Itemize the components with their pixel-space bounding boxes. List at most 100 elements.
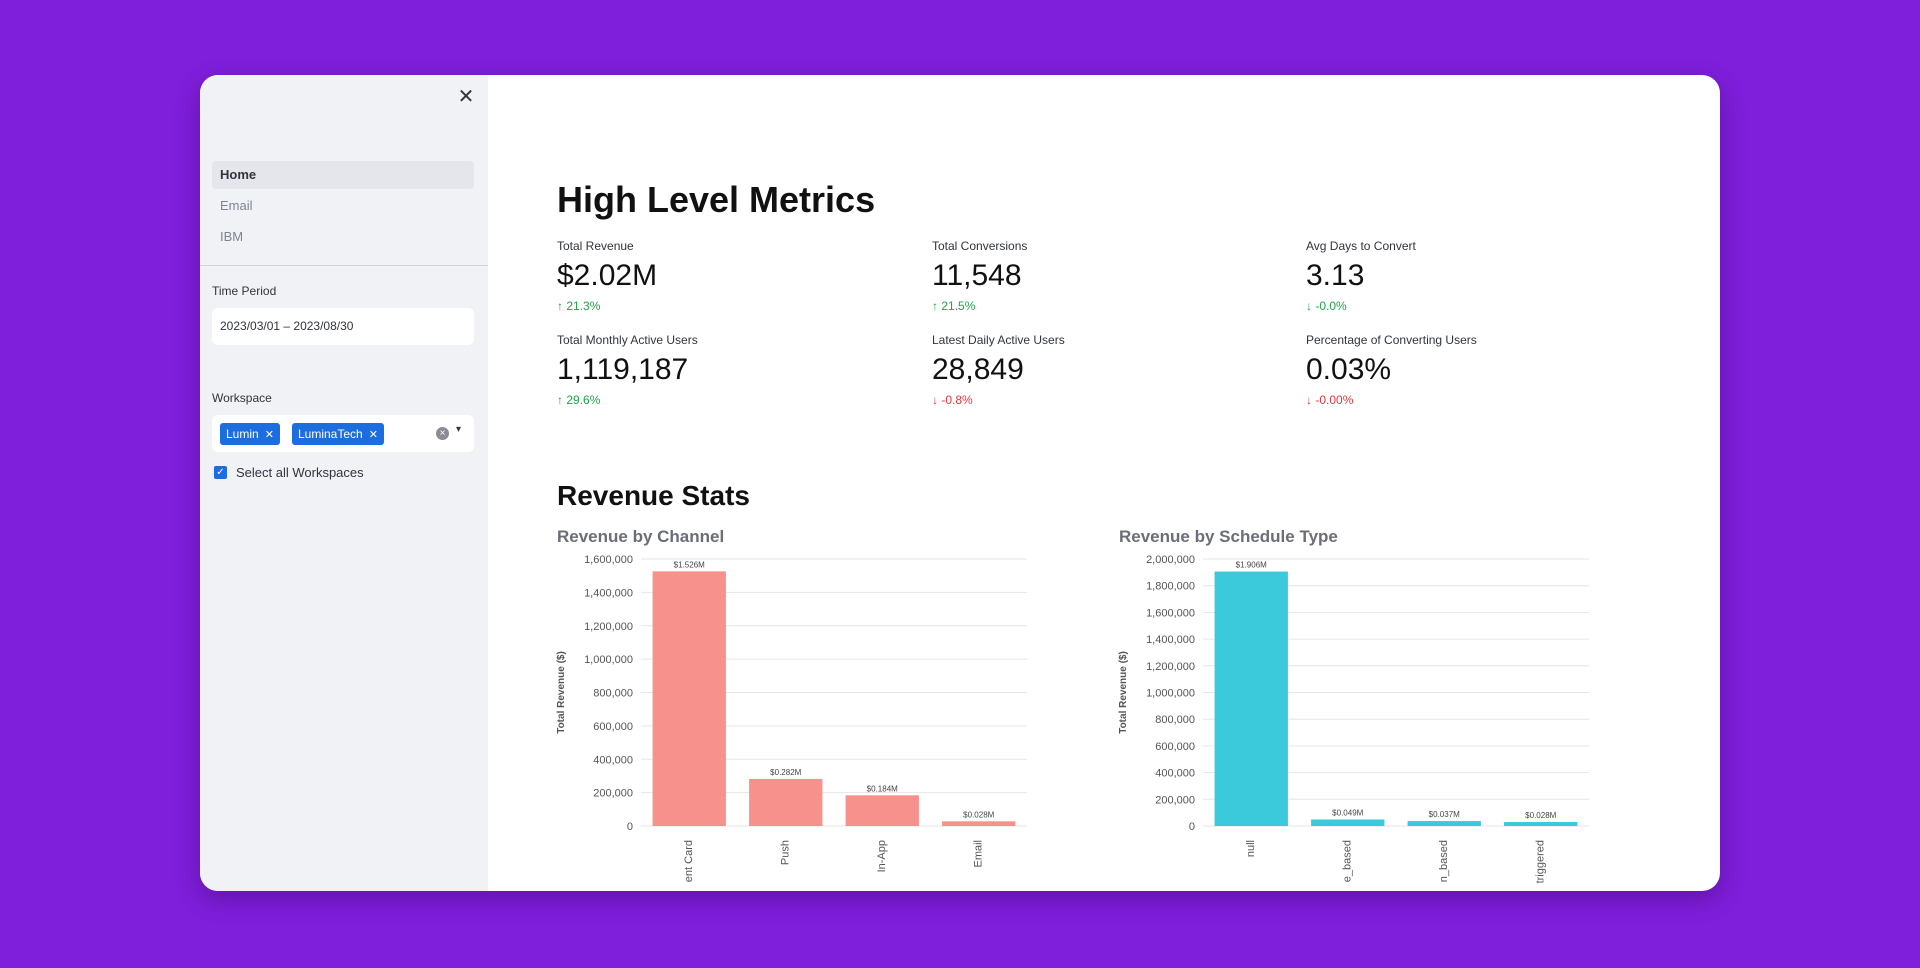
metric-value: 0.03%: [1306, 353, 1392, 386]
x-tick-label: Push: [780, 840, 792, 865]
metric-delta: ↓ -0.0%: [1306, 299, 1347, 313]
metric-delta: ↑ 21.3%: [557, 299, 601, 313]
y-tick-label: 0: [1189, 821, 1195, 833]
y-tick-label: 1,000,000: [584, 654, 633, 666]
y-tick-label: 600,000: [1155, 741, 1195, 753]
x-tick-label: triggered: [1535, 840, 1547, 883]
bar: [845, 795, 919, 826]
nav-item-email[interactable]: Email: [220, 198, 253, 213]
bar-data-label: $0.028M: [1525, 811, 1556, 820]
bar: [1311, 819, 1385, 826]
workspace-multiselect[interactable]: Lumin ✕ LuminaTech ✕ × ▾: [212, 415, 474, 452]
metric-value: $2.02M: [557, 259, 658, 292]
bar: [652, 571, 726, 826]
bar-data-label: $0.037M: [1429, 810, 1460, 819]
y-tick-label: 2,000,000: [1146, 554, 1195, 566]
x-tick-label: e_based: [1342, 840, 1354, 882]
arrow-down-icon: ↓: [1306, 299, 1316, 313]
arrow-up-icon: ↑: [557, 393, 567, 407]
y-tick-label: 800,000: [1155, 714, 1195, 726]
metric-total-conversions: Total Conversions 11,548 ↑ 21.5%: [932, 239, 1232, 313]
revenue-by-schedule-chart: Total Revenue ($) 0 200,000 400,000 600,000 8…: [1118, 554, 1589, 883]
y-tick-label: 200,000: [1155, 794, 1195, 806]
y-tick-label: 400,000: [1155, 768, 1195, 780]
clear-selection-icon[interactable]: ×: [436, 427, 449, 440]
y-tick-label: 1,800,000: [1146, 581, 1195, 593]
bar-data-label: $0.028M: [963, 810, 994, 819]
metric-converting-users: Percentage of Converting Users 0.03% ↓ -…: [1306, 333, 1606, 407]
x-tick-label: n_based: [1438, 840, 1450, 882]
tag-label: LuminaTech: [298, 427, 363, 441]
y-tick-label: 0: [627, 821, 633, 833]
arrow-down-icon: ↓: [1306, 393, 1316, 407]
main-content: High Level Metrics Total Revenue $2.02M …: [488, 75, 1720, 891]
bar: [1214, 571, 1288, 826]
y-tick-label: 800,000: [593, 688, 633, 700]
metric-value: 28,849: [932, 353, 1024, 386]
sidebar-divider: [200, 265, 488, 266]
workspace-tag-lumin[interactable]: Lumin ✕: [220, 423, 280, 445]
workspace-tag-luminatech[interactable]: LuminaTech ✕: [292, 423, 384, 445]
metric-delta: ↑ 29.6%: [557, 393, 601, 407]
metric-monthly-active-users: Total Monthly Active Users 1,119,187 ↑ 2…: [557, 333, 857, 407]
y-tick-label: 1,400,000: [1146, 634, 1195, 646]
nav-item-ibm[interactable]: IBM: [220, 229, 244, 244]
y-axis-title: Total Revenue ($): [556, 651, 567, 734]
x-tick-label: In-App: [876, 840, 888, 872]
x-tick-label: null: [1245, 840, 1257, 857]
sidebar: ✕ Home Email IBM Time Period 2023/03/01 …: [200, 75, 488, 891]
y-tick-label: 1,200,000: [1146, 661, 1195, 673]
metric-label: Percentage of Converting Users: [1306, 333, 1477, 347]
metric-label: Avg Days to Convert: [1306, 239, 1416, 253]
metric-daily-active-users: Latest Daily Active Users 28,849 ↓ -0.8%: [932, 333, 1232, 407]
bar-data-label: $1.906M: [1236, 561, 1267, 570]
chart-title-schedule: Revenue by Schedule Type: [1119, 527, 1338, 546]
y-tick-label: 600,000: [593, 721, 633, 733]
metric-label: Total Conversions: [932, 239, 1028, 253]
tag-remove-icon[interactable]: ✕: [368, 429, 378, 441]
select-all-checkbox[interactable]: ✓: [214, 466, 227, 479]
sidebar-nav: Home Email IBM: [212, 161, 474, 254]
metric-label: Total Revenue: [557, 239, 634, 253]
close-sidebar-button[interactable]: ✕: [457, 86, 475, 108]
metric-avg-days: Avg Days to Convert 3.13 ↓ -0.0%: [1306, 239, 1606, 313]
bar-data-label: $0.184M: [867, 784, 898, 793]
revenue-by-channel-chart: Total Revenue ($) 0 200,000 400,000 600,000 8…: [556, 554, 1027, 882]
metric-total-revenue: Total Revenue $2.02M ↑ 21.3%: [557, 239, 857, 313]
section-title-revenue: Revenue Stats: [557, 480, 750, 511]
caret-down-icon[interactable]: ▾: [456, 424, 462, 435]
metric-value: 11,548: [932, 259, 1022, 292]
y-tick-label: 1,400,000: [584, 587, 633, 599]
bar: [1504, 822, 1578, 826]
y-axis-title: Total Revenue ($): [1118, 651, 1129, 734]
metric-value: 1,119,187: [557, 353, 689, 386]
app-window: ✕ Home Email IBM Time Period 2023/03/01 …: [200, 75, 1720, 891]
workspace-label: Workspace: [212, 391, 272, 405]
bar-data-label: $1.526M: [674, 560, 705, 569]
arrow-down-icon: ↓: [932, 393, 942, 407]
y-tick-label: 1,600,000: [584, 554, 633, 566]
tag-label: Lumin: [226, 427, 259, 441]
arrow-up-icon: ↑: [932, 299, 942, 313]
metric-delta: ↓ -0.8%: [932, 393, 973, 407]
bar: [749, 778, 823, 826]
y-tick-label: 200,000: [593, 788, 633, 800]
bar-data-label: $0.282M: [770, 768, 801, 777]
y-tick-label: 1,000,000: [1146, 688, 1195, 700]
nav-item-home[interactable]: Home: [212, 161, 474, 189]
chart-title-channel: Revenue by Channel: [557, 527, 725, 546]
metric-label: Latest Daily Active Users: [932, 333, 1065, 347]
bar: [942, 821, 1016, 826]
metric-value: 3.13: [1306, 259, 1365, 292]
select-all-label: Select all Workspaces: [236, 465, 364, 480]
metric-label: Total Monthly Active Users: [557, 333, 698, 347]
bar: [1407, 821, 1481, 826]
bar-data-label: $0.049M: [1332, 808, 1363, 817]
tag-remove-icon[interactable]: ✕: [264, 429, 274, 441]
time-period-label: Time Period: [212, 284, 277, 298]
y-tick-label: 1,200,000: [584, 621, 633, 633]
time-period-input[interactable]: 2023/03/01 – 2023/08/30: [212, 308, 474, 345]
metric-delta: ↑ 21.5%: [932, 299, 976, 313]
arrow-up-icon: ↑: [557, 299, 567, 313]
y-tick-label: 1,600,000: [1146, 607, 1195, 619]
